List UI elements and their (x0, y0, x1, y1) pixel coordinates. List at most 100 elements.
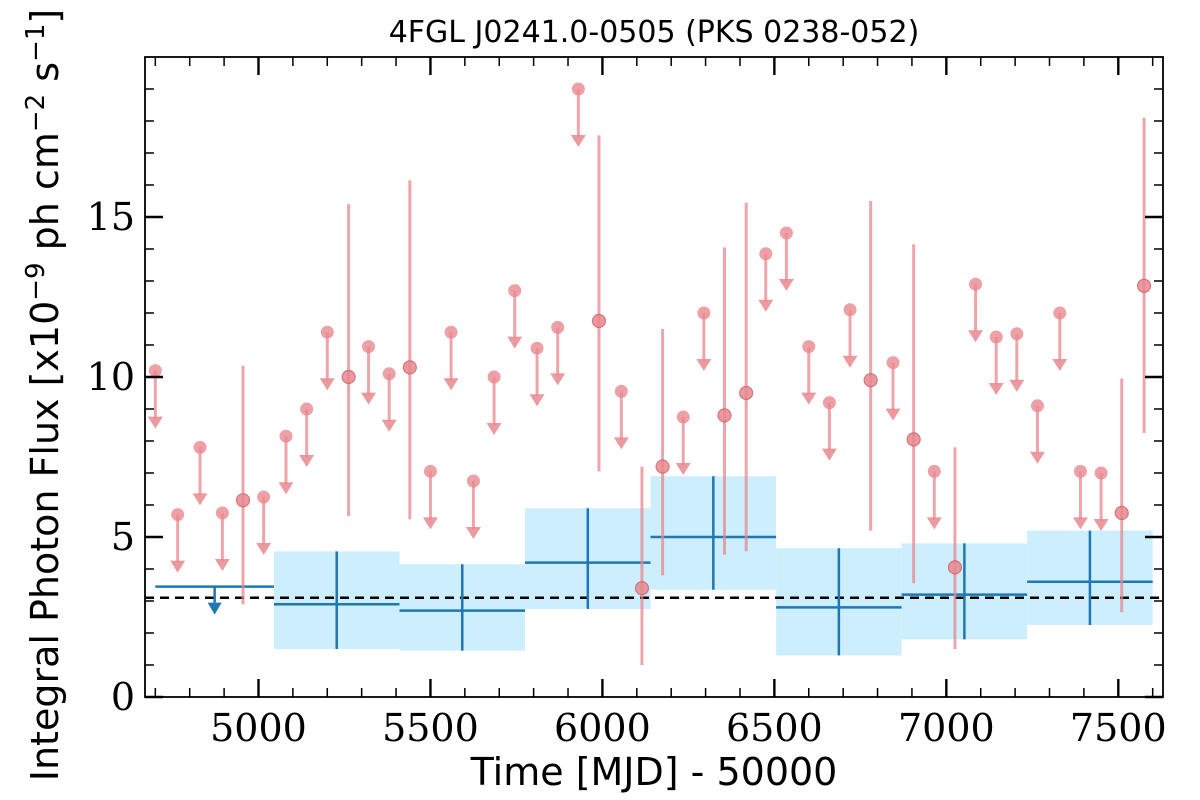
short-bin-upper-limit-arrow (968, 330, 984, 343)
short-bin-upper-limit (171, 508, 185, 522)
y-tick-label: 5 (111, 515, 135, 559)
y-tick-label: 15 (87, 195, 135, 239)
short-bin-upper-limit (423, 464, 437, 478)
long-bin-upper-limit-arrow (207, 602, 222, 615)
short-bin-upper-limit (382, 367, 396, 381)
y-axis-label-exponent-flux: −9 (21, 262, 51, 300)
axis-ticks (145, 57, 1163, 699)
short-bin-upper-limit-arrow (885, 408, 901, 421)
x-tick-label: 7000 (898, 706, 995, 750)
x-tick-labels: 5000 5500 6000 6500 7000 7500 (210, 706, 1167, 750)
chart-title: 4FGL J0241.0-0505 (PKS 0238-052) (389, 15, 920, 50)
short-bin-upper-limit-arrow (299, 455, 315, 467)
short-bin-upper-limit-arrow (613, 437, 629, 450)
y-tick-labels: 0 5 10 15 (87, 195, 135, 719)
short-bin-upper-limit (779, 226, 793, 240)
short-bin-upper-limit (530, 341, 544, 355)
short-bin-upper-limit-arrow (988, 383, 1004, 395)
short-bin-upper-limit-arrow (319, 378, 335, 391)
short-bin-upper-limit (697, 306, 711, 320)
short-bin-upper-limit (571, 82, 585, 96)
short-bin-point (341, 369, 356, 385)
short-bin-upper-limit (676, 410, 690, 424)
short-bin-point (739, 385, 754, 401)
long-bin-points (155, 476, 1153, 656)
short-bin-upper-limit-arrow (486, 423, 502, 435)
short-bin-upper-limit (927, 464, 941, 478)
short-bin-upper-limit (215, 506, 229, 520)
short-bin-point (947, 560, 963, 575)
short-bin-upper-limit (320, 325, 334, 339)
short-bin-upper-limit (1053, 306, 1067, 320)
short-bin-point (863, 373, 878, 388)
short-bin-upper-limit-arrow (1072, 517, 1088, 530)
short-bin-upper-limit-arrow (696, 359, 712, 371)
short-bin-upper-limit-arrow (422, 517, 438, 530)
short-bin-points (147, 82, 1152, 665)
short-bin-upper-limit-arrow (507, 336, 523, 349)
y-axis-label-close-bracket: ] (23, 9, 67, 24)
short-bin-upper-limit (802, 340, 816, 354)
short-bin-upper-limit-arrow (570, 135, 586, 147)
short-bin-upper-limit (1073, 464, 1087, 478)
short-bin-upper-limit-arrow (758, 299, 774, 312)
short-bin-upper-limit (843, 303, 857, 317)
short-bin-point (906, 432, 921, 447)
short-bin-upper-limit-arrow (926, 517, 942, 530)
y-tick-label: 0 (111, 675, 135, 719)
y-axis-label: Integral Photon Flux [x10−9 ph cm−2 s−1] (21, 9, 67, 782)
short-bin-upper-limit-arrow (1052, 359, 1068, 371)
short-bin-upper-limit-arrow (361, 392, 377, 405)
short-bin-point (717, 408, 732, 423)
short-bin-upper-limit (508, 284, 522, 298)
x-tick-label: 5500 (382, 706, 479, 750)
short-bin-upper-limit-arrow (821, 448, 837, 461)
short-bin-upper-limit (759, 247, 773, 261)
short-bin-upper-limit (1010, 327, 1024, 341)
short-bin-upper-limit-arrow (170, 560, 186, 573)
short-bin-upper-limit (300, 402, 314, 416)
short-bin-upper-limit (1030, 399, 1044, 413)
short-bin-point (1114, 505, 1129, 521)
short-bin-point (235, 493, 251, 508)
short-bin-upper-limit-arrow (529, 394, 545, 407)
x-axis-label: Time [MJD] - 50000 (470, 750, 838, 794)
short-bin-point (655, 459, 670, 474)
short-bin-upper-limit-arrow (147, 416, 163, 429)
x-tick-label: 5000 (210, 706, 307, 750)
short-bin-upper-limit-arrow (1009, 379, 1025, 392)
short-bin-upper-limit-arrow (256, 543, 272, 555)
y-axis-label-area-unit: ph cm (23, 132, 67, 262)
short-bin-point (634, 581, 650, 596)
short-bin-upper-limit (257, 490, 271, 504)
short-bin-upper-limit (1094, 466, 1108, 480)
y-axis-label-exponent-time: −1 (21, 24, 51, 62)
short-bin-upper-limit-arrow (278, 482, 294, 495)
short-bin-upper-limit (362, 340, 376, 354)
short-bin-upper-limit-arrow (465, 527, 481, 539)
x-tick-label: 6500 (726, 706, 823, 750)
short-bin-upper-limit (886, 356, 900, 370)
short-bin-point (402, 360, 417, 375)
short-bin-upper-limit-arrow (675, 463, 691, 475)
short-bin-upper-limit (279, 429, 293, 443)
y-axis-label-main: Integral Photon Flux [x10 (23, 301, 67, 782)
short-bin-upper-limit (148, 364, 162, 378)
short-bin-upper-limit-arrow (1029, 451, 1045, 464)
short-bin-upper-limit (487, 370, 501, 384)
x-tick-label: 6000 (554, 706, 651, 750)
short-bin-upper-limit (444, 325, 458, 339)
y-axis-label-exponent-area: −2 (21, 94, 51, 132)
short-bin-point (1136, 278, 1152, 293)
short-bin-upper-limit-arrow (443, 378, 459, 391)
short-bin-point (591, 313, 607, 329)
short-bin-upper-limit-arrow (381, 419, 397, 432)
short-bin-upper-limit-arrow (1093, 519, 1109, 531)
short-bin-upper-limit (614, 384, 628, 398)
short-bin-upper-limit-arrow (550, 373, 566, 386)
short-bin-upper-limit (193, 440, 207, 454)
short-bin-upper-limit-arrow (192, 493, 208, 506)
y-axis-label-time-unit: s (23, 62, 67, 94)
short-bin-upper-limit (551, 320, 565, 334)
